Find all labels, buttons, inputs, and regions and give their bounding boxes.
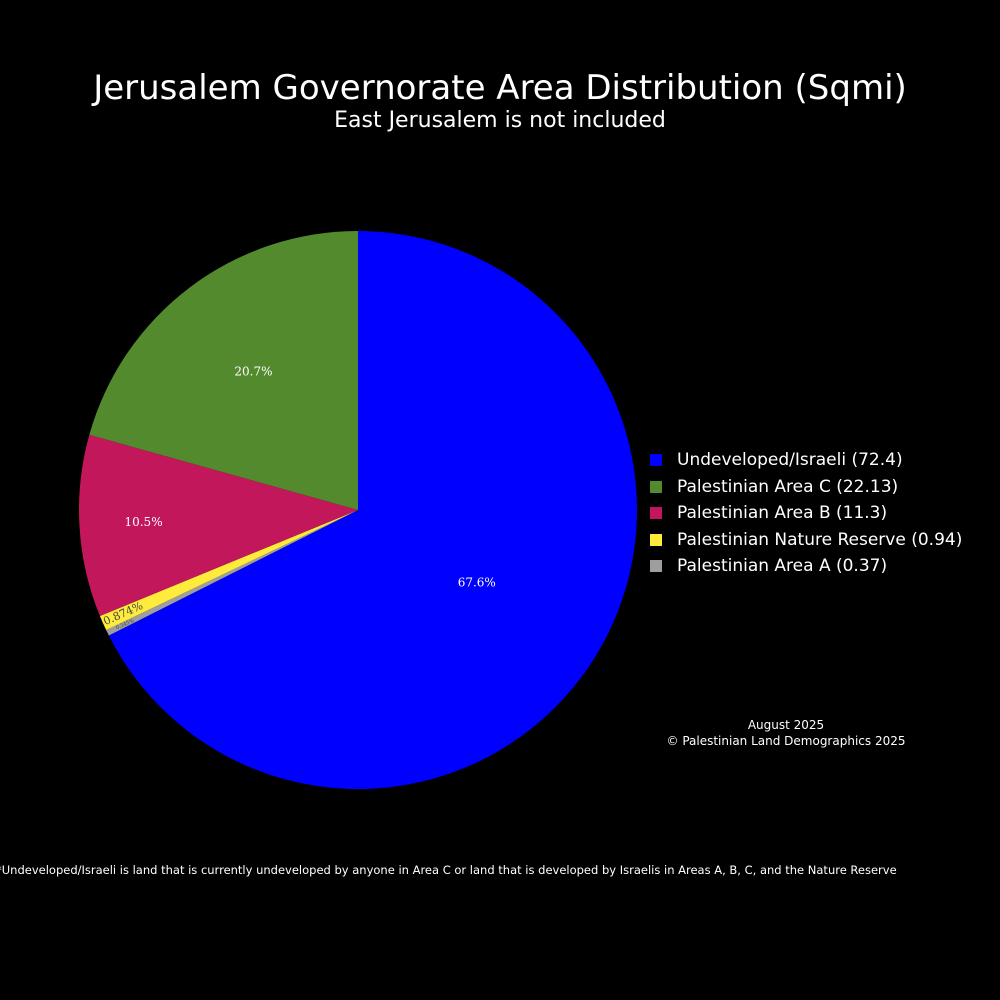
pie-slice-palestinian-nature-reserve[interactable] [99,510,358,631]
legend-item[interactable]: Palestinian Area B (11.3) [650,500,962,527]
legend-label: Palestinian Area A (0.37) [677,556,888,577]
pie-slice-palestinian-area-a[interactable] [106,510,358,636]
slice-percent-label: 10.5% [124,515,162,529]
date-note: August 2025 [747,718,825,732]
legend-item[interactable]: Palestinian Nature Reserve (0.94) [650,527,962,554]
slice-percent-label: 67.6% [458,576,496,590]
legend-item[interactable]: Palestinian Area A (0.37) [650,553,962,580]
pie-slice-palestinian-area-b[interactable] [79,434,359,616]
legend-swatch [650,507,662,520]
legend-item[interactable]: Undeveloped/Israeli (72.4) [650,447,962,474]
legend-swatch [650,480,662,493]
pie-slice-undeveloped-israeli[interactable] [108,231,637,789]
legend-swatch [650,454,662,467]
legend-label: Palestinian Area B (11.3) [677,503,888,524]
legend: Undeveloped/Israeli (72.4) Palestinian Ar… [650,447,962,580]
legend-label: Palestinian Nature Reserve (0.94) [677,529,963,550]
legend-label: Undeveloped/Israeli (72.4) [677,450,903,471]
source-note: August 2025 © Palestinian Land Demograph… [666,717,906,749]
chart-title: Jerusalem Governorate Area Distribution … [93,68,907,108]
legend-swatch [650,560,662,573]
copyright-note: © Palestinian Land Demographics 2025 [666,734,906,748]
legend-item[interactable]: Palestinian Area C (22.13) [650,474,962,501]
slice-percent-label: 20.7% [234,365,272,379]
footnote: *Undeveloped/Israeli is land that is cur… [0,863,897,877]
legend-swatch [650,533,662,546]
chart-subtitle: East Jerusalem is not included [334,108,666,133]
pie-slice-palestinian-area-c[interactable] [89,231,358,510]
legend-label: Palestinian Area C (22.13) [677,476,899,497]
